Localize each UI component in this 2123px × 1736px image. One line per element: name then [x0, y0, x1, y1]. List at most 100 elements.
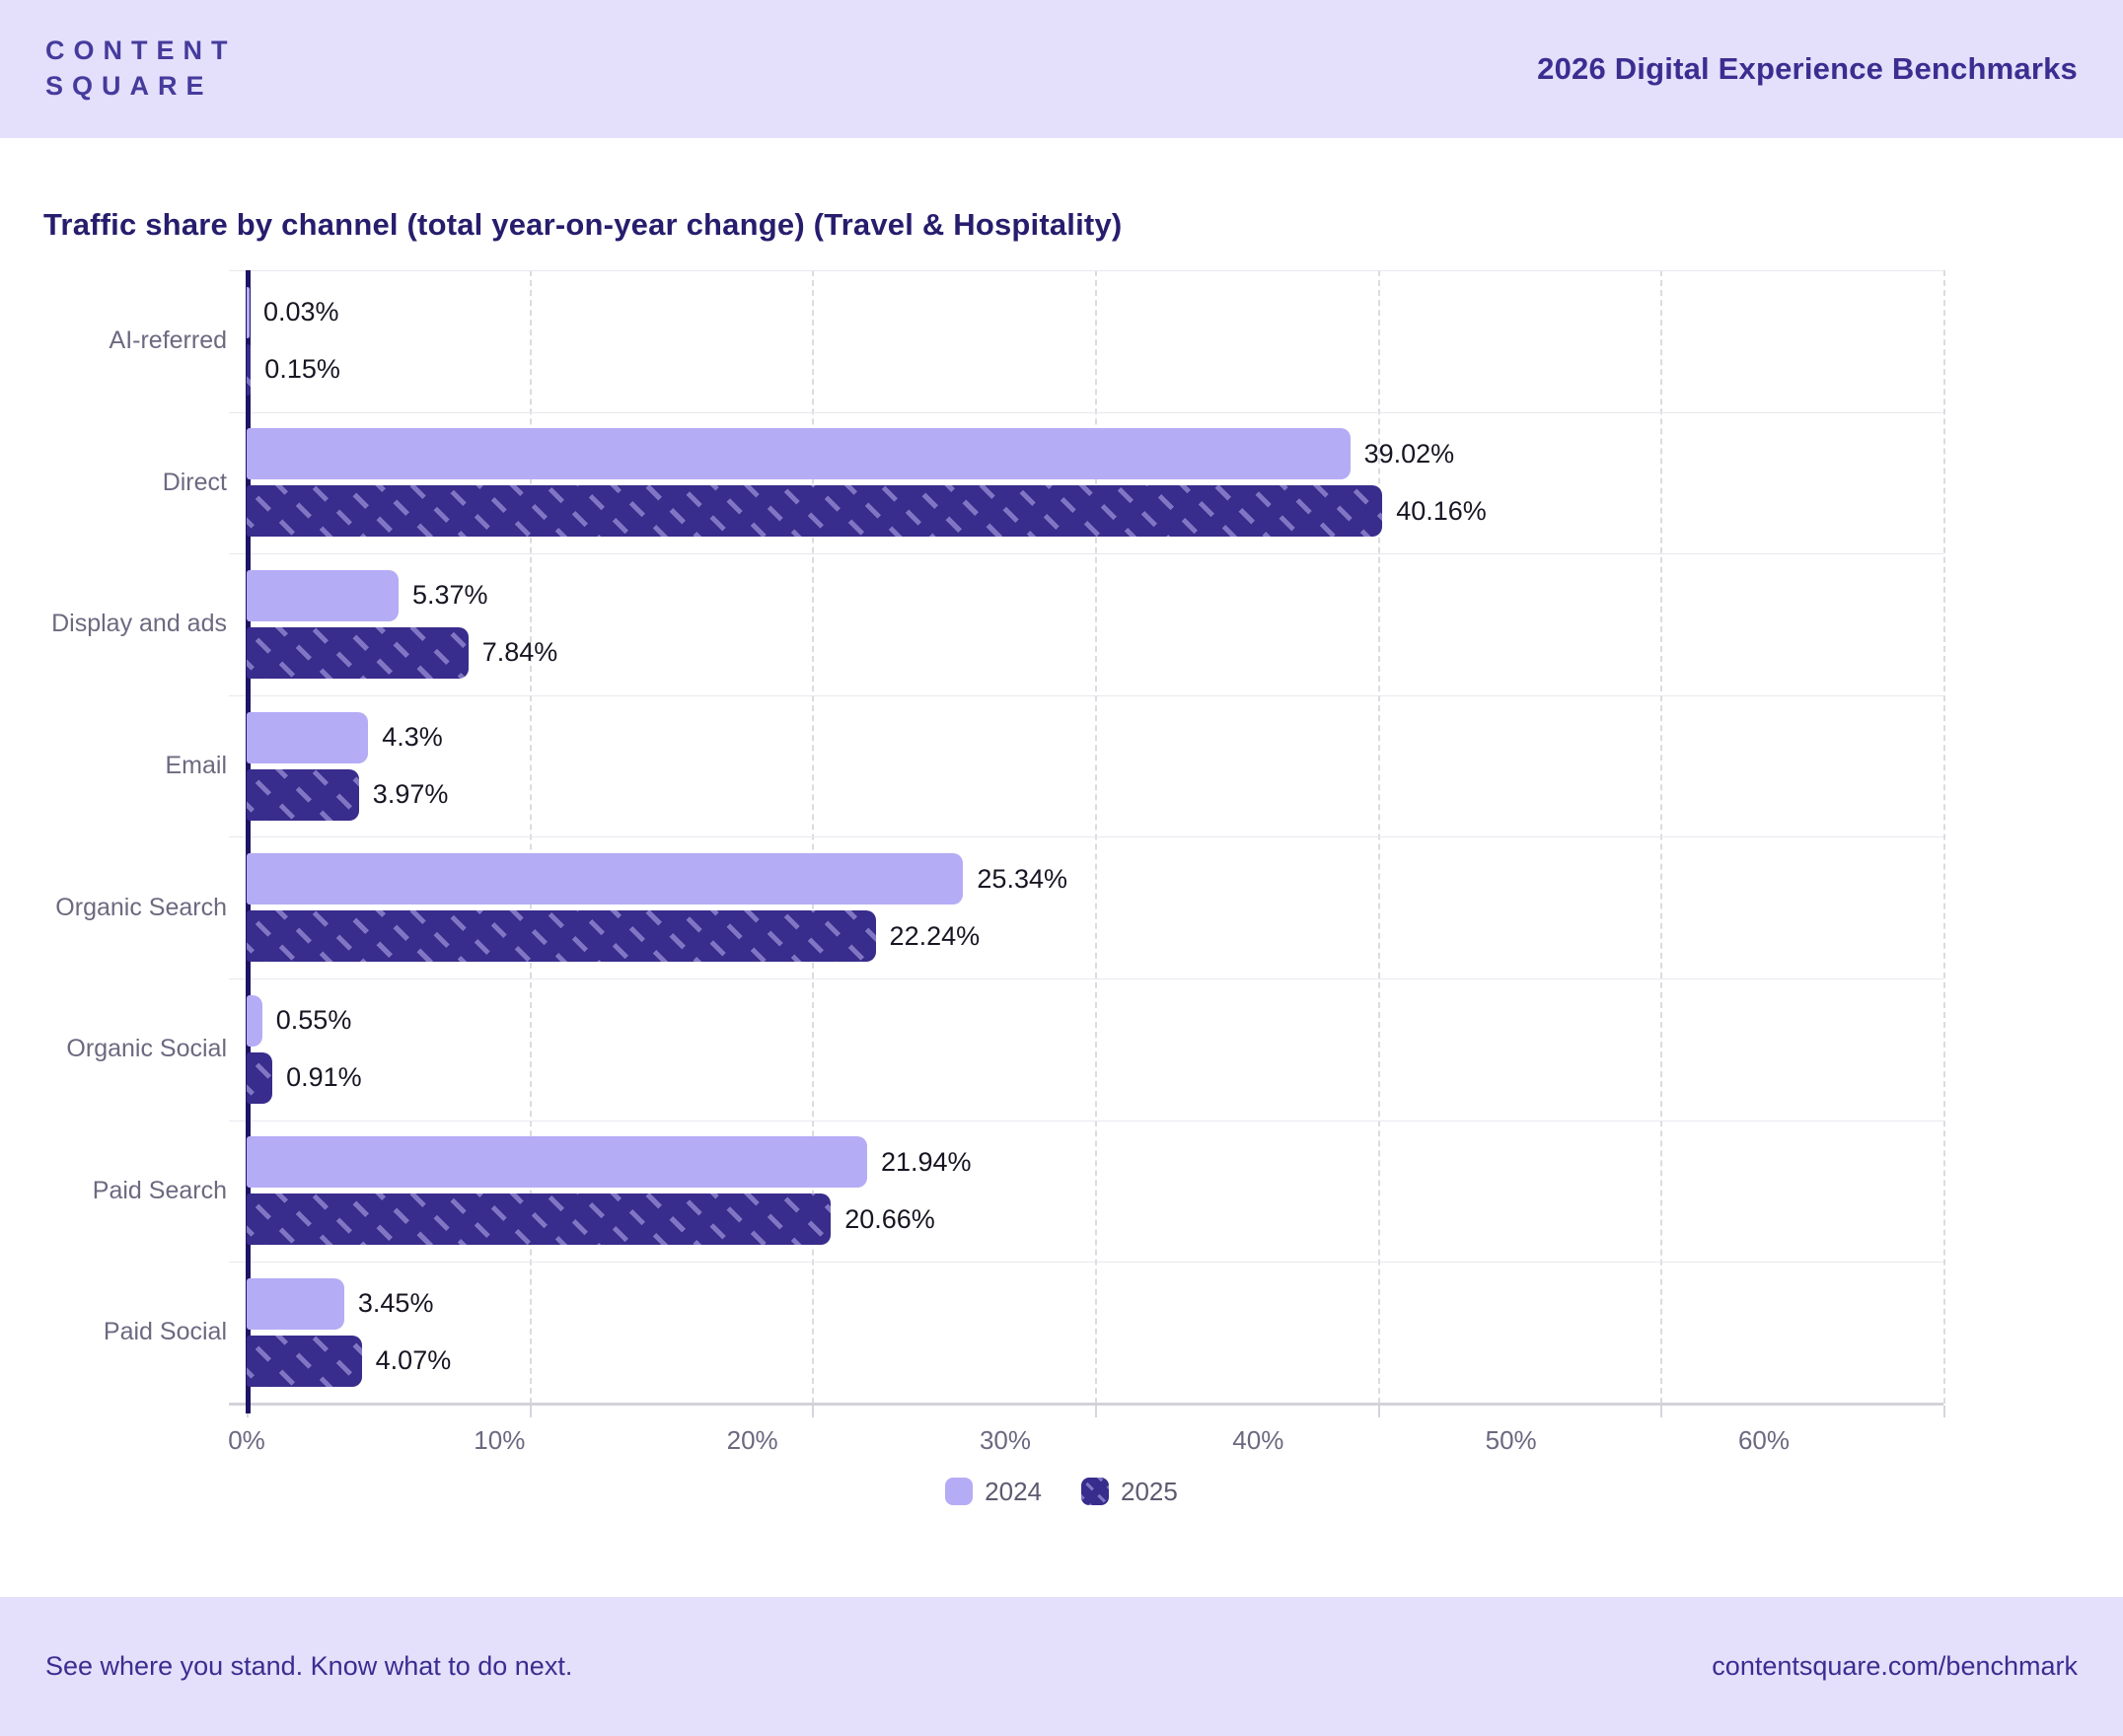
bar-2025 — [247, 485, 1383, 538]
category-row: Direct 39.02% 40.16% — [0, 412, 1943, 554]
bar-2024 — [247, 994, 262, 1047]
bar-2024 — [247, 428, 1351, 480]
category-label: Paid Social — [103, 1318, 227, 1346]
bar-2025 — [247, 1335, 362, 1387]
bar-2025 — [247, 910, 876, 963]
bar-2024 — [247, 711, 369, 763]
bar-group: 25.34% 22.24% — [247, 836, 1943, 978]
chart-title: Traffic share by channel (total year-on-… — [43, 207, 1123, 242]
bar-value-label: 25.34% — [977, 863, 1067, 894]
bar-line: 20.66% — [247, 1194, 1943, 1246]
x-tick-label: 20% — [726, 1424, 778, 1455]
bar-line: 40.16% — [247, 485, 1943, 538]
bar-value-label: 39.02% — [1363, 438, 1455, 469]
x-tick-label: 10% — [474, 1424, 526, 1455]
bar-2025 — [247, 768, 359, 821]
gridline — [1943, 270, 1945, 1404]
logo-line2: SQUARE — [45, 71, 213, 101]
legend-item-2025: 2025 — [1081, 1477, 1178, 1507]
x-tick-label: 0% — [228, 1424, 265, 1455]
bar-value-label: 4.07% — [375, 1345, 452, 1376]
tick-mark — [1943, 1405, 1945, 1417]
bar-value-label: 20.66% — [844, 1203, 935, 1234]
bar-line: 7.84% — [247, 626, 1943, 679]
bar-value-label: 3.97% — [372, 779, 449, 810]
x-axis-tick-labels: 0% 10% 20% 30% 40% 50% 60% — [228, 1404, 1790, 1459]
x-tick-label: 30% — [979, 1424, 1032, 1455]
bar-line: 0.91% — [247, 1051, 1943, 1104]
category-label: AI-referred — [109, 326, 227, 355]
bar-value-label: 0.03% — [263, 297, 339, 327]
report-title: 2026 Digital Experience Benchmarks — [1537, 51, 2078, 86]
category-row: Paid Social 3.45% 4.07% — [0, 1262, 1943, 1404]
bar-group: 21.94% 20.66% — [247, 1121, 1943, 1263]
category-label: Organic Search — [55, 893, 227, 921]
category-row: Organic Search 25.34% 22.24% — [0, 836, 1943, 978]
bar-value-label: 0.55% — [275, 1005, 352, 1036]
chart-legend: 2024 2025 — [0, 1477, 2123, 1507]
bar-value-label: 4.3% — [382, 722, 443, 753]
footer-tagline: See where you stand. Know what to do nex… — [45, 1651, 573, 1681]
bar-group: 0.55% 0.91% — [247, 978, 1943, 1121]
category-label: Paid Search — [92, 1176, 227, 1204]
bar-value-label: 21.94% — [880, 1146, 972, 1177]
category-row: Email 4.3% 3.97% — [0, 695, 1943, 837]
category-row: Paid Search 21.94% 20.66% — [0, 1121, 1943, 1263]
legend-label: 2024 — [985, 1476, 1042, 1506]
category-label: Organic Social — [66, 1035, 227, 1063]
category-row: AI-referred 0.03% 0.15% — [0, 270, 1943, 412]
bar-line: 22.24% — [247, 910, 1943, 963]
bar-line: 0.55% — [247, 994, 1943, 1047]
header-band: CONTENT SQUARE 2026 Digital Experience B… — [0, 0, 2123, 138]
bar-line: 21.94% — [247, 1136, 1943, 1189]
bar-group: 5.37% 7.84% — [247, 553, 1943, 695]
bar-value-label: 40.16% — [1396, 495, 1487, 526]
bar-line: 0.15% — [247, 343, 1943, 396]
contentsquare-logo: CONTENT SQUARE — [45, 34, 237, 104]
x-tick-label: 50% — [1485, 1424, 1537, 1455]
bar-value-label: 0.91% — [286, 1062, 362, 1093]
bar-group: 3.45% 4.07% — [247, 1262, 1943, 1404]
legend-item-2024: 2024 — [945, 1477, 1042, 1507]
chart-section: Traffic share by channel (total year-on-… — [0, 207, 2123, 1507]
legend-swatch-2025 — [1081, 1478, 1109, 1506]
category-row: Display and ads 5.37% 7.84% — [0, 553, 1943, 695]
category-label: Email — [165, 752, 227, 780]
bar-line: 5.37% — [247, 569, 1943, 621]
bar-value-label: 3.45% — [357, 1288, 434, 1319]
bar-2025 — [247, 1051, 273, 1104]
bar-line: 25.34% — [247, 853, 1943, 905]
bar-2024 — [247, 853, 964, 905]
bar-2024 — [247, 286, 250, 338]
bar-group: 39.02% 40.16% — [247, 412, 1943, 554]
bar-value-label: 5.37% — [411, 580, 488, 611]
bar-2024 — [247, 569, 399, 621]
bar-2024 — [247, 1136, 867, 1189]
legend-swatch-2024 — [945, 1478, 974, 1506]
category-label: Direct — [162, 468, 227, 496]
bar-line: 0.03% — [247, 286, 1943, 338]
bar-2024 — [247, 1277, 344, 1330]
bar-line: 3.45% — [247, 1277, 1943, 1330]
bar-group: 0.03% 0.15% — [247, 270, 1943, 412]
legend-label: 2025 — [1121, 1476, 1178, 1506]
bar-line: 4.07% — [247, 1335, 1943, 1387]
x-tick-label: 40% — [1232, 1424, 1284, 1455]
bar-value-label: 7.84% — [481, 637, 558, 668]
bar-line: 39.02% — [247, 428, 1943, 480]
bar-group: 4.3% 3.97% — [247, 695, 1943, 837]
bar-value-label: 0.15% — [264, 354, 340, 385]
bar-line: 4.3% — [247, 711, 1943, 763]
bar-2025 — [247, 1194, 832, 1246]
bar-chart: AI-referred 0.03% 0.15% Direct 39.02% 40.16% D… — [0, 270, 2123, 1459]
logo-line1: CONTENT — [45, 36, 237, 66]
bar-2025 — [247, 626, 469, 679]
category-label: Display and ads — [51, 610, 227, 638]
category-row: Organic Social 0.55% 0.91% — [0, 978, 1943, 1121]
bar-value-label: 22.24% — [889, 920, 981, 951]
bar-2025 — [247, 343, 252, 396]
footer-url: contentsquare.com/benchmark — [1712, 1651, 2078, 1681]
footer-band: See where you stand. Know what to do nex… — [0, 1597, 2123, 1736]
x-tick-label: 60% — [1737, 1424, 1791, 1455]
bar-line: 3.97% — [247, 768, 1943, 821]
